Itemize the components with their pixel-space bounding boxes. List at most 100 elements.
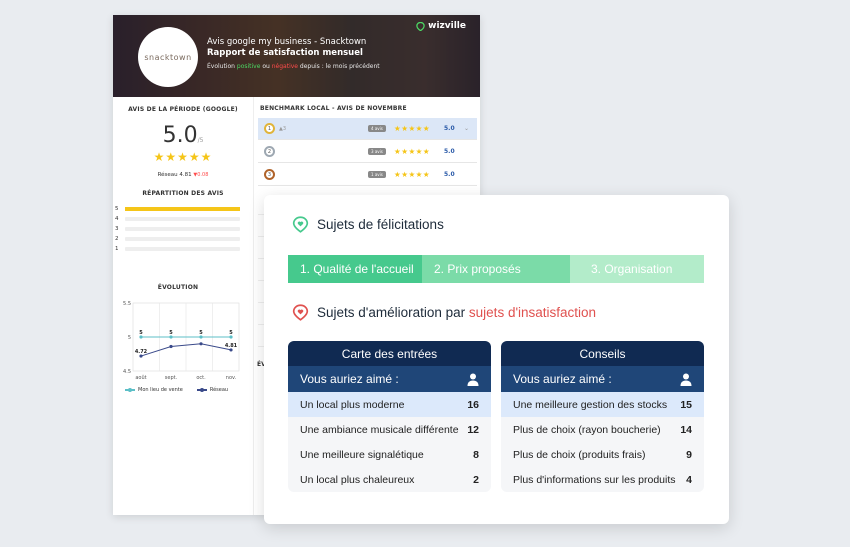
- amelioration-title-accent: sujets d'insatisfaction: [468, 305, 597, 320]
- benchmark-score: 5.0: [444, 125, 455, 132]
- rank-medal-icon: 1: [264, 123, 275, 134]
- x-tick-label: oct.: [196, 375, 206, 381]
- chevron-down-icon[interactable]: ⌄: [464, 125, 470, 132]
- table-row[interactable]: Plus de choix (produits frais) 9: [501, 442, 704, 467]
- amelioration-header: Sujets d'amélioration par sujets d'insat…: [292, 304, 596, 321]
- rank-medal-icon: 2: [264, 146, 275, 157]
- data-point: [229, 335, 233, 339]
- table-row[interactable]: Une meilleure gestion des stocks 15: [501, 392, 704, 417]
- evolution-title: ÉVOLUTION: [157, 284, 199, 291]
- table-subheader-label: Vous auriez aimé :: [513, 372, 612, 386]
- report-evolution-note: Évolution positive ou négative depuis : …: [207, 63, 380, 70]
- table-row[interactable]: Plus d'informations sur les produits 4: [501, 467, 704, 492]
- row-count: 12: [467, 423, 479, 436]
- row-count: 8: [473, 448, 479, 461]
- note-positive: positive: [236, 63, 261, 70]
- legend-swatch-network: [196, 388, 207, 392]
- data-point: [229, 348, 233, 352]
- data-point: [139, 335, 143, 339]
- period-score-value: 5.0: [162, 123, 198, 148]
- row-count: 9: [686, 448, 692, 461]
- period-reviews-column: AVIS DE LA PÉRIODE (GOOGLE) 5.0/5 ★★★★★ …: [113, 97, 253, 515]
- note-mid: ou: [260, 63, 272, 70]
- evolution-chart: 5.5 5 4.5 août sept. oct. nov. 5 5 5 5 4.72 4.81: [115, 297, 247, 397]
- rank-delta: ▲3: [279, 125, 287, 132]
- distribution-bar: [124, 237, 240, 241]
- row-label: Une meilleure signalétique: [300, 448, 424, 461]
- benchmark-row: 2 3 avis ★★★★★ 5.0: [258, 141, 477, 163]
- user-icon: [680, 373, 692, 386]
- distribution-row: 2: [115, 234, 253, 244]
- distribution-list: 5 4 3 2 1: [113, 204, 253, 254]
- benchmark-score: 5.0: [444, 148, 455, 155]
- data-label: 4.81: [225, 343, 238, 349]
- amelioration-title-prefix: Sujets d'amélioration par: [317, 305, 469, 320]
- data-label: 5: [169, 330, 173, 336]
- table-row[interactable]: Plus de choix (rayon boucherie) 14: [501, 417, 704, 442]
- step-qualite-accueil[interactable]: 1. Qualité de l'accueil: [288, 255, 422, 283]
- report-header-text: Avis google my business - Snacktown Rapp…: [207, 37, 380, 70]
- table-body: Un local plus moderne 16 Une ambiance musi…: [288, 392, 491, 492]
- table-subheader-label: Vous auriez aimé :: [300, 372, 399, 386]
- period-score-suffix: /5: [197, 137, 204, 144]
- benchmark-row[interactable]: 1 ▲3 4 avis ★★★★★ 5.0 ⌄: [258, 118, 477, 140]
- y-tick-label: 5.5: [123, 301, 131, 307]
- topics-card: Sujets de félicitations 1. Qualité de l'…: [264, 195, 729, 524]
- network-score: Réseau 4.81 ▼0.08: [113, 172, 253, 178]
- table-subheader: Vous auriez aimé :: [288, 366, 491, 392]
- y-tick-label: 4.5: [123, 369, 131, 375]
- distribution-bar: [124, 207, 240, 211]
- table-row[interactable]: Une meilleure signalétique 8: [288, 442, 491, 467]
- row-label: Une ambiance musicale différente: [300, 423, 459, 436]
- table-row[interactable]: Une ambiance musicale différente 12: [288, 417, 491, 442]
- review-count-badge: 1 avis: [368, 171, 386, 178]
- report-header: snacktown Avis google my business - Snac…: [113, 15, 480, 97]
- data-point: [199, 342, 203, 346]
- report-subtitle: Rapport de satisfaction mensuel: [207, 48, 363, 58]
- heart-pin-negative-icon: [292, 304, 309, 321]
- rating-stars: ★★★★★: [394, 170, 431, 179]
- row-label: Une meilleure gestion des stocks: [513, 398, 668, 411]
- wizville-logo: wizville: [416, 21, 466, 31]
- evolution-title-partial: ÉV: [257, 361, 266, 368]
- row-label: Un local plus chaleureux: [300, 473, 415, 486]
- period-score: 5.0/5: [113, 123, 253, 148]
- store-logo-text: snacktown: [144, 52, 192, 62]
- report-title: Avis google my business - Snacktown: [207, 37, 367, 47]
- felicitations-title: Sujets de félicitations: [317, 217, 444, 232]
- row-label: Plus d'informations sur les produits: [513, 473, 676, 486]
- distribution-row: 3: [115, 224, 253, 234]
- step-prix-proposes[interactable]: 2. Prix proposés: [422, 255, 570, 283]
- note-prefix: Évolution: [207, 63, 237, 70]
- table-row[interactable]: Un local plus moderne 16: [288, 392, 491, 417]
- data-point: [139, 354, 143, 358]
- legend-swatch-store: [125, 388, 135, 392]
- data-label: 5: [139, 330, 143, 336]
- legend-label-store: Mon lieu de vente: [138, 387, 183, 393]
- store-logo: snacktown: [138, 27, 198, 87]
- network-score-label: Réseau 4.81: [157, 172, 192, 178]
- legend-item-store: Mon lieu de vente: [125, 387, 183, 393]
- distribution-bar-fill: [124, 207, 240, 211]
- period-rating-stars: ★★★★★: [153, 150, 213, 164]
- legend-label-network: Réseau: [209, 387, 229, 393]
- data-point: [169, 344, 173, 349]
- x-tick-label: sept.: [165, 375, 178, 381]
- table-header: Conseils: [501, 341, 704, 366]
- table-row[interactable]: Un local plus chaleureux 2: [288, 467, 491, 492]
- row-count: 16: [467, 398, 479, 411]
- distribution-label: 5: [115, 206, 119, 212]
- table-body: Une meilleure gestion des stocks 15 Plus d…: [501, 392, 704, 492]
- data-point: [169, 335, 173, 339]
- chart-legend: Mon lieu de vente Réseau: [125, 387, 228, 393]
- distribution-label: 1: [115, 246, 119, 252]
- distribution-bar: [124, 247, 240, 251]
- step-organisation[interactable]: 3. Organisation: [570, 255, 704, 283]
- distribution-bar: [124, 227, 240, 231]
- table-header: Carte des entrées: [288, 341, 491, 366]
- benchmark-row: 3 1 avis ★★★★★ 5.0: [258, 164, 477, 186]
- note-negative: négative: [271, 63, 298, 70]
- review-count-badge: 3 avis: [368, 148, 386, 155]
- y-tick-label: 5: [128, 335, 131, 341]
